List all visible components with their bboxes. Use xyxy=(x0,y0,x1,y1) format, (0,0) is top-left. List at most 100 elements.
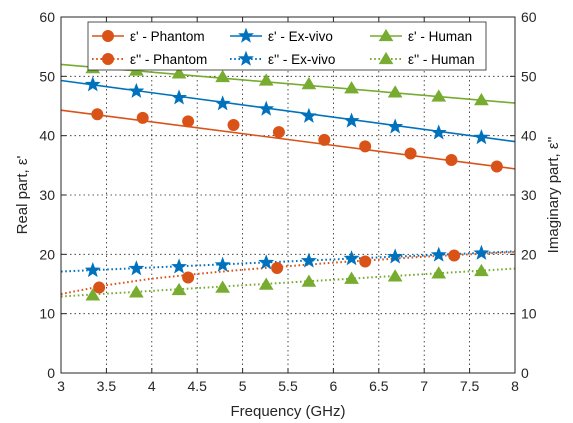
data-point xyxy=(215,280,230,293)
data-point xyxy=(387,85,403,98)
data-point xyxy=(343,250,360,266)
legend-marker xyxy=(102,53,114,65)
data-point xyxy=(182,115,195,128)
x-tick-label: 5.5 xyxy=(278,378,298,394)
legend-marker xyxy=(238,27,254,43)
data-point xyxy=(430,124,447,140)
data-point xyxy=(318,133,331,146)
data-point xyxy=(214,95,231,111)
plot-markers xyxy=(84,60,503,301)
data-point xyxy=(404,147,417,160)
data-point xyxy=(343,112,360,128)
data-point xyxy=(171,258,187,274)
data-point xyxy=(214,256,231,272)
legend-label: ε'' - Phantom xyxy=(130,52,207,67)
data-point xyxy=(387,269,403,282)
legend: ε' - Phantom ε' - Ex-vivo ε' - Human ε'' - … xyxy=(87,21,487,71)
y-right-tick-label: 40 xyxy=(521,128,537,144)
data-point xyxy=(128,260,145,276)
y-left-tick-label: 10 xyxy=(39,306,55,322)
legend-marker xyxy=(378,51,394,65)
data-point xyxy=(473,129,490,145)
data-point xyxy=(387,248,404,264)
x-tick-label: 6 xyxy=(330,378,338,394)
data-point xyxy=(258,73,274,86)
series-line-1 xyxy=(60,250,516,296)
data-point xyxy=(258,254,275,270)
y-right-tick-label: 10 xyxy=(521,306,537,322)
data-point xyxy=(171,89,187,105)
legend-label: ε' - Human xyxy=(408,29,472,44)
x-tick-label: 3.5 xyxy=(97,378,117,394)
x-tick-label: 6.5 xyxy=(369,378,389,394)
y-left-axis-title: Real part, ε' xyxy=(14,155,31,234)
data-point xyxy=(85,288,101,301)
data-point xyxy=(271,261,284,274)
legend-label: ε' - Phantom xyxy=(130,29,205,44)
data-point xyxy=(300,107,317,123)
data-point xyxy=(445,153,458,166)
x-tick-label: 3 xyxy=(57,378,65,394)
data-point xyxy=(431,89,447,102)
series-line-0 xyxy=(60,109,516,170)
data-point xyxy=(84,261,101,278)
data-point xyxy=(171,282,187,296)
legend-marker xyxy=(378,28,394,42)
data-point xyxy=(215,69,230,83)
data-point xyxy=(473,244,490,260)
legend-label: ε'' - Ex-vivo xyxy=(268,52,335,67)
data-point xyxy=(474,92,489,106)
data-point xyxy=(258,277,274,290)
y-left-tick-label: 0 xyxy=(47,365,55,381)
axis-ticks xyxy=(60,16,516,374)
y-right-tick-label: 30 xyxy=(521,187,537,203)
data-point xyxy=(474,263,489,277)
data-point xyxy=(136,111,149,124)
data-point xyxy=(344,81,359,94)
y-right-tick-label: 20 xyxy=(521,246,537,262)
data-point xyxy=(258,100,275,116)
data-point xyxy=(272,126,285,139)
x-tick-labels: 3 3.5 4 4.5 5 5.5 6 6.5 7 7.5 8 xyxy=(57,378,519,394)
x-tick-label: 7 xyxy=(420,378,428,394)
data-point xyxy=(182,271,195,284)
y-right-tick-label: 60 xyxy=(521,9,537,25)
data-point xyxy=(128,82,145,98)
x-tick-label: 7.5 xyxy=(460,378,480,394)
y-right-tick-label: 50 xyxy=(521,68,537,84)
data-point xyxy=(430,246,447,262)
y-left-tick-labels: 0 10 20 30 40 50 60 xyxy=(39,9,55,381)
data-point xyxy=(359,255,372,268)
data-point xyxy=(431,266,447,279)
legend-label: ε'' - Human xyxy=(408,52,475,67)
legend-label: ε' - Ex-vivo xyxy=(268,29,333,44)
data-point xyxy=(129,285,144,298)
data-point xyxy=(91,108,104,121)
x-tick-label: 8 xyxy=(511,378,519,394)
data-point xyxy=(84,76,101,92)
data-point xyxy=(344,271,359,284)
y-left-tick-label: 50 xyxy=(39,68,55,84)
x-tick-label: 5 xyxy=(239,378,247,394)
legend-marker xyxy=(238,50,254,66)
y-right-tick-label: 0 xyxy=(521,365,529,381)
data-point xyxy=(93,281,106,294)
data-point xyxy=(227,118,240,131)
y-left-tick-label: 40 xyxy=(39,128,55,144)
x-axis-title: Frequency (GHz) xyxy=(230,403,345,420)
x-tick-label: 4.5 xyxy=(187,378,207,394)
legend-marker xyxy=(102,30,114,42)
data-point xyxy=(301,274,317,287)
y-left-tick-label: 20 xyxy=(39,246,55,262)
data-point xyxy=(359,140,372,153)
y-left-tick-label: 30 xyxy=(39,187,55,203)
x-tick-label: 4 xyxy=(148,378,156,394)
data-point xyxy=(300,252,317,268)
data-point xyxy=(387,118,404,134)
data-point xyxy=(171,66,187,79)
data-point xyxy=(301,76,317,90)
y-left-tick-label: 60 xyxy=(39,9,55,25)
legend-box xyxy=(87,21,487,71)
y-right-tick-labels: 0 10 20 30 40 50 60 xyxy=(521,9,537,381)
